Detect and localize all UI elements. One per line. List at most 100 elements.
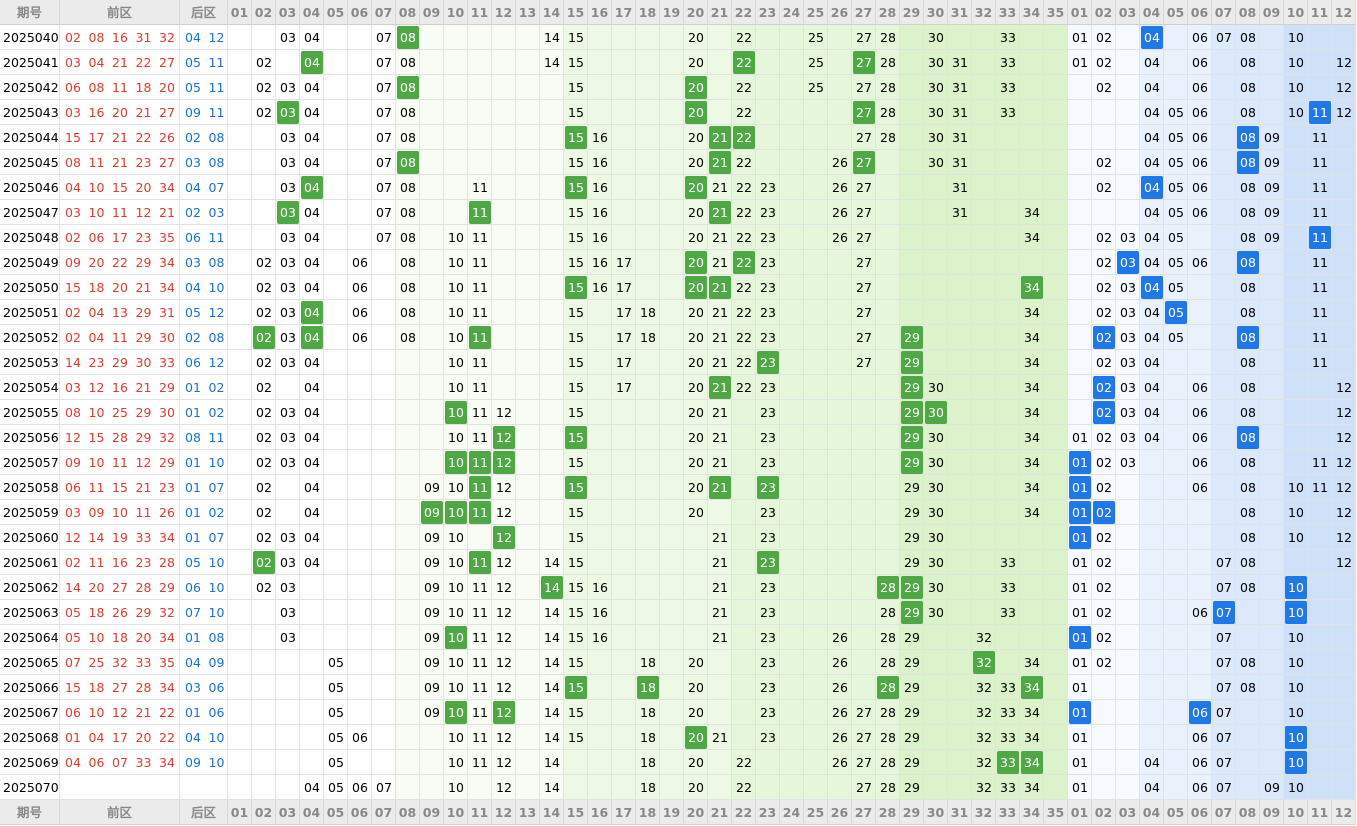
row-cell	[1092, 25, 1116, 50]
row-cell	[1020, 450, 1044, 475]
row-cell	[1212, 650, 1236, 675]
front-trend: 02	[256, 305, 272, 320]
row-cell	[612, 450, 636, 475]
row-cell	[516, 100, 540, 125]
front-trend: 02	[256, 430, 272, 445]
row-cell	[804, 425, 828, 450]
front-trend: 15	[568, 330, 584, 345]
front-trend: 26	[832, 705, 848, 720]
issue: 2025064	[3, 630, 59, 645]
row-cell	[564, 125, 588, 150]
row-cell	[612, 675, 636, 700]
header-cell: 17	[612, 0, 636, 25]
row-cell	[252, 50, 276, 75]
front-trend: 28	[880, 105, 896, 120]
front-number: 06	[65, 480, 81, 495]
row-cell	[0, 475, 60, 500]
front-number: 16	[88, 105, 105, 120]
row-cell	[0, 775, 60, 800]
front-number: 01	[65, 730, 81, 745]
back-number: 01	[185, 630, 201, 645]
row-cell	[564, 300, 588, 325]
row-cell	[1212, 350, 1236, 375]
back-number: 04	[185, 730, 201, 745]
front-trend: 29	[904, 780, 920, 795]
row-cell	[492, 25, 516, 50]
row-cell	[516, 500, 540, 525]
row-cell	[612, 550, 636, 575]
row-cell	[996, 750, 1020, 775]
row-cell	[828, 200, 852, 225]
front-trend: 28	[880, 80, 896, 95]
row-cell	[1284, 275, 1308, 300]
back-hit: 01	[1069, 701, 1091, 724]
row-cell	[828, 275, 852, 300]
row-cell	[1116, 325, 1140, 350]
back-trend: 06	[1192, 730, 1208, 745]
row-cell	[1260, 25, 1284, 50]
row-cell	[1140, 50, 1164, 75]
front-number: 21	[135, 380, 152, 395]
header-cell: 02	[1092, 0, 1116, 25]
row-cell	[324, 200, 348, 225]
front-number: 15	[88, 430, 105, 445]
row-cell	[396, 600, 420, 625]
row-cell	[0, 250, 60, 275]
front-trend: 27	[856, 205, 872, 220]
row-cell	[1092, 700, 1116, 725]
row-cell	[1260, 300, 1284, 325]
back-trend: 04	[1144, 305, 1160, 320]
row-cell	[900, 500, 924, 525]
row-cell	[228, 525, 252, 550]
row-cell	[1116, 600, 1140, 625]
back-trend: 02	[1096, 280, 1112, 295]
row-cell	[732, 725, 756, 750]
header-cell: 05	[324, 800, 348, 825]
row-cell	[900, 350, 924, 375]
row-cell	[444, 425, 468, 450]
row-cell	[732, 350, 756, 375]
front-trend: 15	[568, 655, 584, 670]
front-trend: 28	[880, 30, 896, 45]
row-cell	[780, 25, 804, 50]
row-cell	[900, 200, 924, 225]
row-cell	[588, 125, 612, 150]
row-cell	[228, 225, 252, 250]
row-cell	[660, 25, 684, 50]
front-hit: 15	[565, 676, 587, 699]
header-cell: 16	[588, 0, 612, 25]
back-trend: 10	[1288, 705, 1304, 720]
row-cell	[252, 775, 276, 800]
row-cell	[564, 200, 588, 225]
row-cell	[1188, 375, 1212, 400]
front-trend: 03	[280, 405, 296, 420]
row-cell	[348, 400, 372, 425]
front-trend: 10	[448, 255, 464, 270]
row-cell	[396, 675, 420, 700]
row-cell	[588, 600, 612, 625]
row-cell	[1068, 50, 1092, 75]
front-trend: 05	[328, 730, 344, 745]
row-cell	[1020, 750, 1044, 775]
row-cell	[1068, 625, 1092, 650]
row-cell	[276, 375, 300, 400]
row-cell	[276, 275, 300, 300]
row-cell	[612, 600, 636, 625]
front-hit: 02	[253, 551, 275, 574]
row-cell	[324, 700, 348, 725]
row-cell	[900, 550, 924, 575]
row-cell	[1260, 400, 1284, 425]
front-trend: 09	[424, 605, 440, 620]
header-cell: 06	[1188, 0, 1212, 25]
row-cell	[1308, 550, 1332, 575]
row-cell	[1236, 425, 1260, 450]
row-cell	[300, 725, 324, 750]
row-cell	[948, 150, 972, 175]
front-number: 27	[159, 105, 175, 120]
back-trend: 03	[1120, 305, 1136, 320]
back-trend: 07	[1216, 755, 1232, 770]
row-cell	[420, 75, 444, 100]
front-number: 32	[159, 430, 175, 445]
row-cell	[516, 375, 540, 400]
row-cell	[756, 400, 780, 425]
